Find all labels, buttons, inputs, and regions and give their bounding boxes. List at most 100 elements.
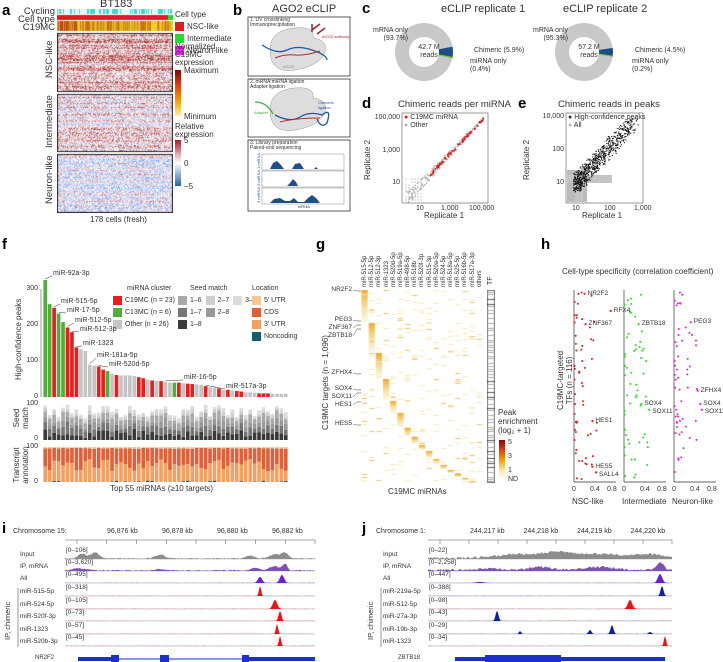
seed-segment (110, 418, 114, 426)
seed-segment (203, 409, 208, 413)
peak-bar (74, 347, 79, 397)
tf-point (578, 459, 581, 462)
peak-point (584, 170, 586, 172)
annotation-segment (248, 459, 252, 482)
bar-annotation: miR-512-5p (75, 317, 112, 324)
peak-point (584, 163, 587, 165)
seed-segment (154, 415, 159, 423)
seed-segment (266, 410, 270, 413)
seed-segment (105, 418, 110, 423)
annotation-segment (194, 447, 199, 465)
peak-point (585, 173, 587, 175)
seed-segment (261, 407, 266, 411)
peak-point (582, 174, 585, 176)
peak-point (592, 159, 594, 161)
seed-segment (270, 418, 275, 424)
tf-point (677, 328, 680, 331)
seed-segment (275, 417, 279, 425)
tick: 100 (604, 205, 616, 212)
scatter-point (420, 199, 422, 201)
peak-point (576, 172, 578, 175)
c19mc-point (478, 120, 481, 123)
peak-point (602, 159, 604, 161)
peak-point (614, 148, 617, 150)
c19mc-point (458, 143, 461, 146)
group-label: IP, chimeric (366, 601, 375, 640)
heatmap-xlabel: 178 cells (fresh) (90, 215, 147, 224)
seed-segment (275, 410, 279, 418)
enrichment-colorbar (499, 440, 505, 480)
seed-segment (47, 436, 52, 440)
peak-bar (279, 393, 284, 397)
peak-point (594, 157, 596, 159)
annotation-segment (150, 447, 154, 467)
seed-segment (266, 415, 270, 421)
tf-gene-label: ZBTB18 (641, 320, 666, 328)
seed-segment (279, 412, 284, 414)
seed-segment (208, 417, 212, 420)
track-name: miR-520f-3p (20, 613, 56, 620)
peak-point (577, 179, 579, 181)
seed-segment (199, 421, 203, 428)
tf-point (623, 428, 626, 431)
scatter-point (414, 199, 416, 201)
seed-segment (226, 423, 230, 427)
scatter-d-title: Chimeric reads per miRNA (398, 99, 511, 110)
peak-point (574, 176, 576, 179)
peak-point (595, 158, 597, 160)
peak-point (618, 147, 620, 150)
peak-point (578, 189, 580, 191)
peak-point (585, 170, 587, 172)
tf-point (623, 355, 626, 358)
annotation-segment (221, 447, 226, 449)
peak-point (587, 164, 590, 166)
annotation-segment (123, 464, 128, 482)
ago2-label: AGO2 (283, 64, 295, 69)
seed-segment (123, 432, 128, 440)
seed-segment (279, 420, 284, 426)
seed-segment (52, 409, 56, 412)
peak-point (619, 126, 621, 128)
peak-point (574, 172, 576, 175)
tf-point (595, 421, 598, 424)
tf-point (633, 476, 636, 479)
peak-point (592, 156, 594, 158)
gene-leader (352, 401, 358, 406)
tf-point (573, 378, 576, 381)
tf-column-label: TF (487, 276, 494, 285)
peak-point (617, 137, 619, 139)
peak-point (628, 123, 630, 125)
peak-bar (283, 393, 288, 397)
c19mc-point (469, 132, 472, 135)
tf-point (574, 402, 577, 405)
annotation-segment (279, 468, 284, 482)
seed-segment (154, 411, 159, 416)
tick: 5 (184, 136, 189, 145)
track-name: Input (20, 551, 35, 558)
seed-segment (47, 417, 52, 419)
scatter-point (405, 199, 407, 201)
annotation-segment (114, 464, 119, 481)
tf-point (642, 347, 645, 350)
tick: 10 (556, 179, 564, 186)
genomic-coordinate: 244,219 kb (577, 528, 612, 535)
scatter-d-legend: ● C19MC miRNA ● Other (404, 114, 459, 129)
peak-point (596, 160, 598, 162)
mrna-axis-label: mRNA (298, 204, 310, 209)
track-name: miR-520b-3p (20, 638, 58, 645)
peak-point (592, 167, 594, 169)
seed-segment (181, 436, 186, 440)
signal-track (65, 623, 315, 634)
scatter-point (417, 193, 419, 195)
peak-point (587, 176, 589, 178)
peak-point (586, 181, 588, 183)
bar-annotation: miR-520d-5p (109, 361, 150, 368)
annotation-segment (239, 464, 244, 482)
seed-segment (145, 425, 150, 428)
seed-segment (83, 428, 88, 432)
annotation-segment (208, 481, 212, 482)
seed-segment (190, 435, 195, 440)
seed-segment (257, 422, 261, 427)
annotation-segment (132, 448, 137, 471)
annotation-segment (101, 447, 105, 449)
